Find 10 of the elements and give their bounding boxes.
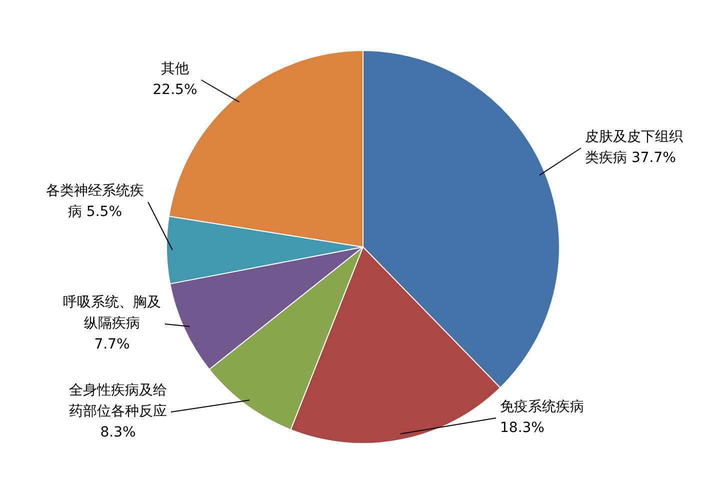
slice-label: 其他 (161, 61, 189, 78)
data-label: 22.5% (152, 82, 198, 98)
slice-label: 全身性疾病及给药部位各种反应 (69, 382, 167, 420)
slice-label: 皮肤及皮下组织类疾病 37.7% (585, 129, 683, 166)
data-label: 8.3% (100, 424, 136, 441)
slice-label: 免疫系统疾病 (500, 399, 584, 416)
slice-label: 呼吸系统、胸及纵隔疾病 (63, 294, 161, 332)
slice-label: 各类神经系统疾病 5.5% (46, 183, 144, 220)
data-label: 7.7% (94, 336, 130, 353)
data-label: 18.3% (500, 420, 544, 436)
